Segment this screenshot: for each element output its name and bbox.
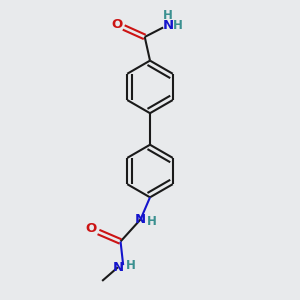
Text: N: N [135,213,146,226]
Text: H: H [163,9,173,22]
Text: N: N [162,19,173,32]
Text: H: H [173,19,183,32]
Text: H: H [126,259,136,272]
Text: N: N [112,261,124,274]
Text: H: H [147,215,157,228]
Text: O: O [85,222,97,236]
Text: O: O [111,18,122,31]
